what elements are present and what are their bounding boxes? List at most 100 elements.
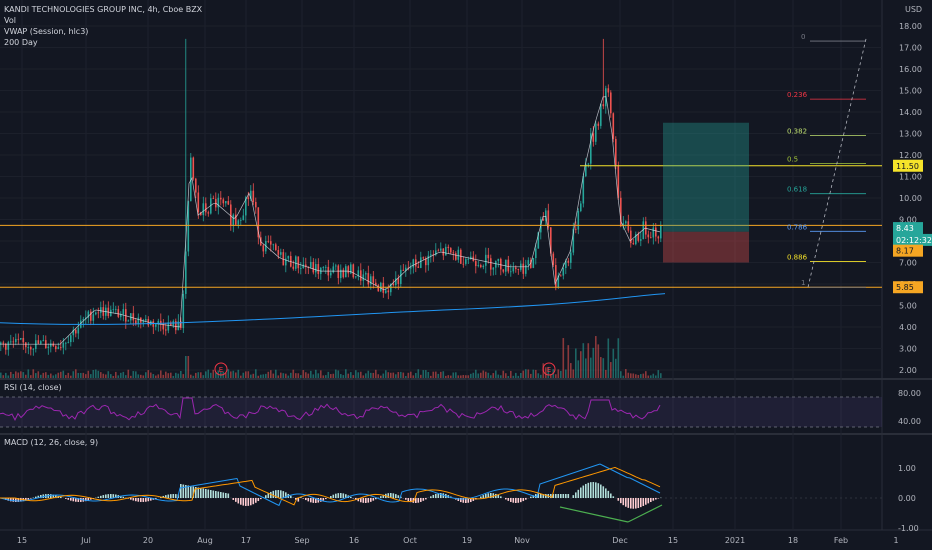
volume-bar [182,374,185,378]
macd-histogram-bar [635,498,637,509]
volume-bar [607,338,610,378]
candle-body [570,252,572,263]
macd-histogram-bar [72,498,75,502]
macd-histogram-bar [130,498,132,500]
candle-body [272,244,275,246]
candle-body [87,311,90,318]
macd-tick-label: -1.00 [898,524,919,533]
macd-histogram-bar [20,498,22,502]
candle-body [385,290,387,293]
macd-histogram-bar [500,496,502,498]
macd-histogram-bar [55,495,57,498]
indicator-vwap[interactable]: VWAP (Session, hlc3) [4,27,89,36]
candle-body [352,264,355,278]
candle-body [112,309,115,311]
macd-title[interactable]: MACD (12, 26, close, 9) [4,438,99,447]
macd-signal-line [0,466,661,506]
volume-bar [190,374,192,378]
macd-histogram-bar [15,498,17,502]
macd-histogram-bar [242,498,245,506]
candle-body [495,261,497,268]
candle-body [170,322,172,326]
volume-bar [147,370,150,378]
candle-body [60,347,62,348]
macd-histogram-bar [282,491,285,498]
candle-body [355,276,357,278]
candle-body [640,239,642,241]
candle-body [302,264,305,269]
macd-histogram-bar [332,494,335,498]
candle-body [292,266,295,269]
macd-histogram-bar [642,498,645,507]
rsi-tick-40: 40.00 [898,417,921,426]
candle-body [580,203,582,212]
volume-bar [292,369,295,378]
time-tick-label: 17 [241,536,251,545]
indicator-vol[interactable]: Vol [4,16,16,25]
candle-body [205,203,207,213]
macd-histogram-bar [365,498,367,503]
candle-body [7,342,10,350]
volume-bar [637,374,640,378]
macd-histogram-bar [630,498,632,509]
volume-bar [357,372,360,378]
candle-body [245,197,247,216]
macd-histogram-bar [222,492,225,498]
divergence-line-green [627,504,663,523]
macd-histogram-bar [525,498,527,500]
volume-bar [117,375,120,378]
volume-bar [377,374,380,378]
price-label-text: 5.85 [896,283,914,292]
time-tick-label: 20 [143,536,153,545]
macd-histogram-bar [572,495,575,498]
volume-bar [615,358,617,378]
candle-body [412,259,415,268]
volume-bar [462,374,465,378]
indicator-200day[interactable]: 200 Day [4,38,38,47]
candle-body [275,244,277,251]
candle-body [250,190,252,200]
macd-histogram-bar [517,498,520,503]
volume-bar [90,374,92,378]
candle-body [425,258,427,266]
macd-histogram-bar [105,494,107,498]
macd-histogram-bar [650,498,652,502]
macd-histogram-bar [537,493,540,498]
candle-body [502,269,505,272]
volume-bar [157,374,160,378]
candle-body [420,257,422,268]
volume-bar [410,371,412,378]
candle-body [310,261,312,268]
macd-histogram-bar [600,484,602,498]
volume-bar [407,372,410,378]
candle-body [445,246,447,256]
volume-bar [255,369,257,378]
candle-body [415,259,417,267]
candle-body [367,273,370,285]
macd-histogram-bar [342,493,345,498]
macd-histogram-bar [380,496,382,498]
candle-body [322,267,325,268]
macd-histogram-bar [280,490,282,498]
macd-histogram-bar [370,498,372,502]
macd-histogram-bar [70,498,72,501]
volume-bar [347,373,350,378]
macd-histogram-bar [65,498,67,499]
volume-bar [587,343,590,378]
candle-body [262,245,265,252]
volume-bar [40,374,42,378]
candle-body [267,241,270,242]
symbol-title[interactable]: KANDI TECHNOLOGIES GROUP INC, 4h, Cboe B… [4,5,203,14]
volume-bar [240,375,242,378]
candle-body [335,265,337,267]
candle-body [627,221,630,231]
volume-bar [635,374,637,378]
volume-bar [130,375,132,378]
macd-histogram-bar [252,498,255,505]
volume-bar [270,370,272,378]
volume-bar [67,372,70,378]
rsi-tick-80: 80.00 [898,389,921,398]
volume-bar [645,371,647,378]
rsi-title[interactable]: RSI (14, close) [4,383,62,392]
